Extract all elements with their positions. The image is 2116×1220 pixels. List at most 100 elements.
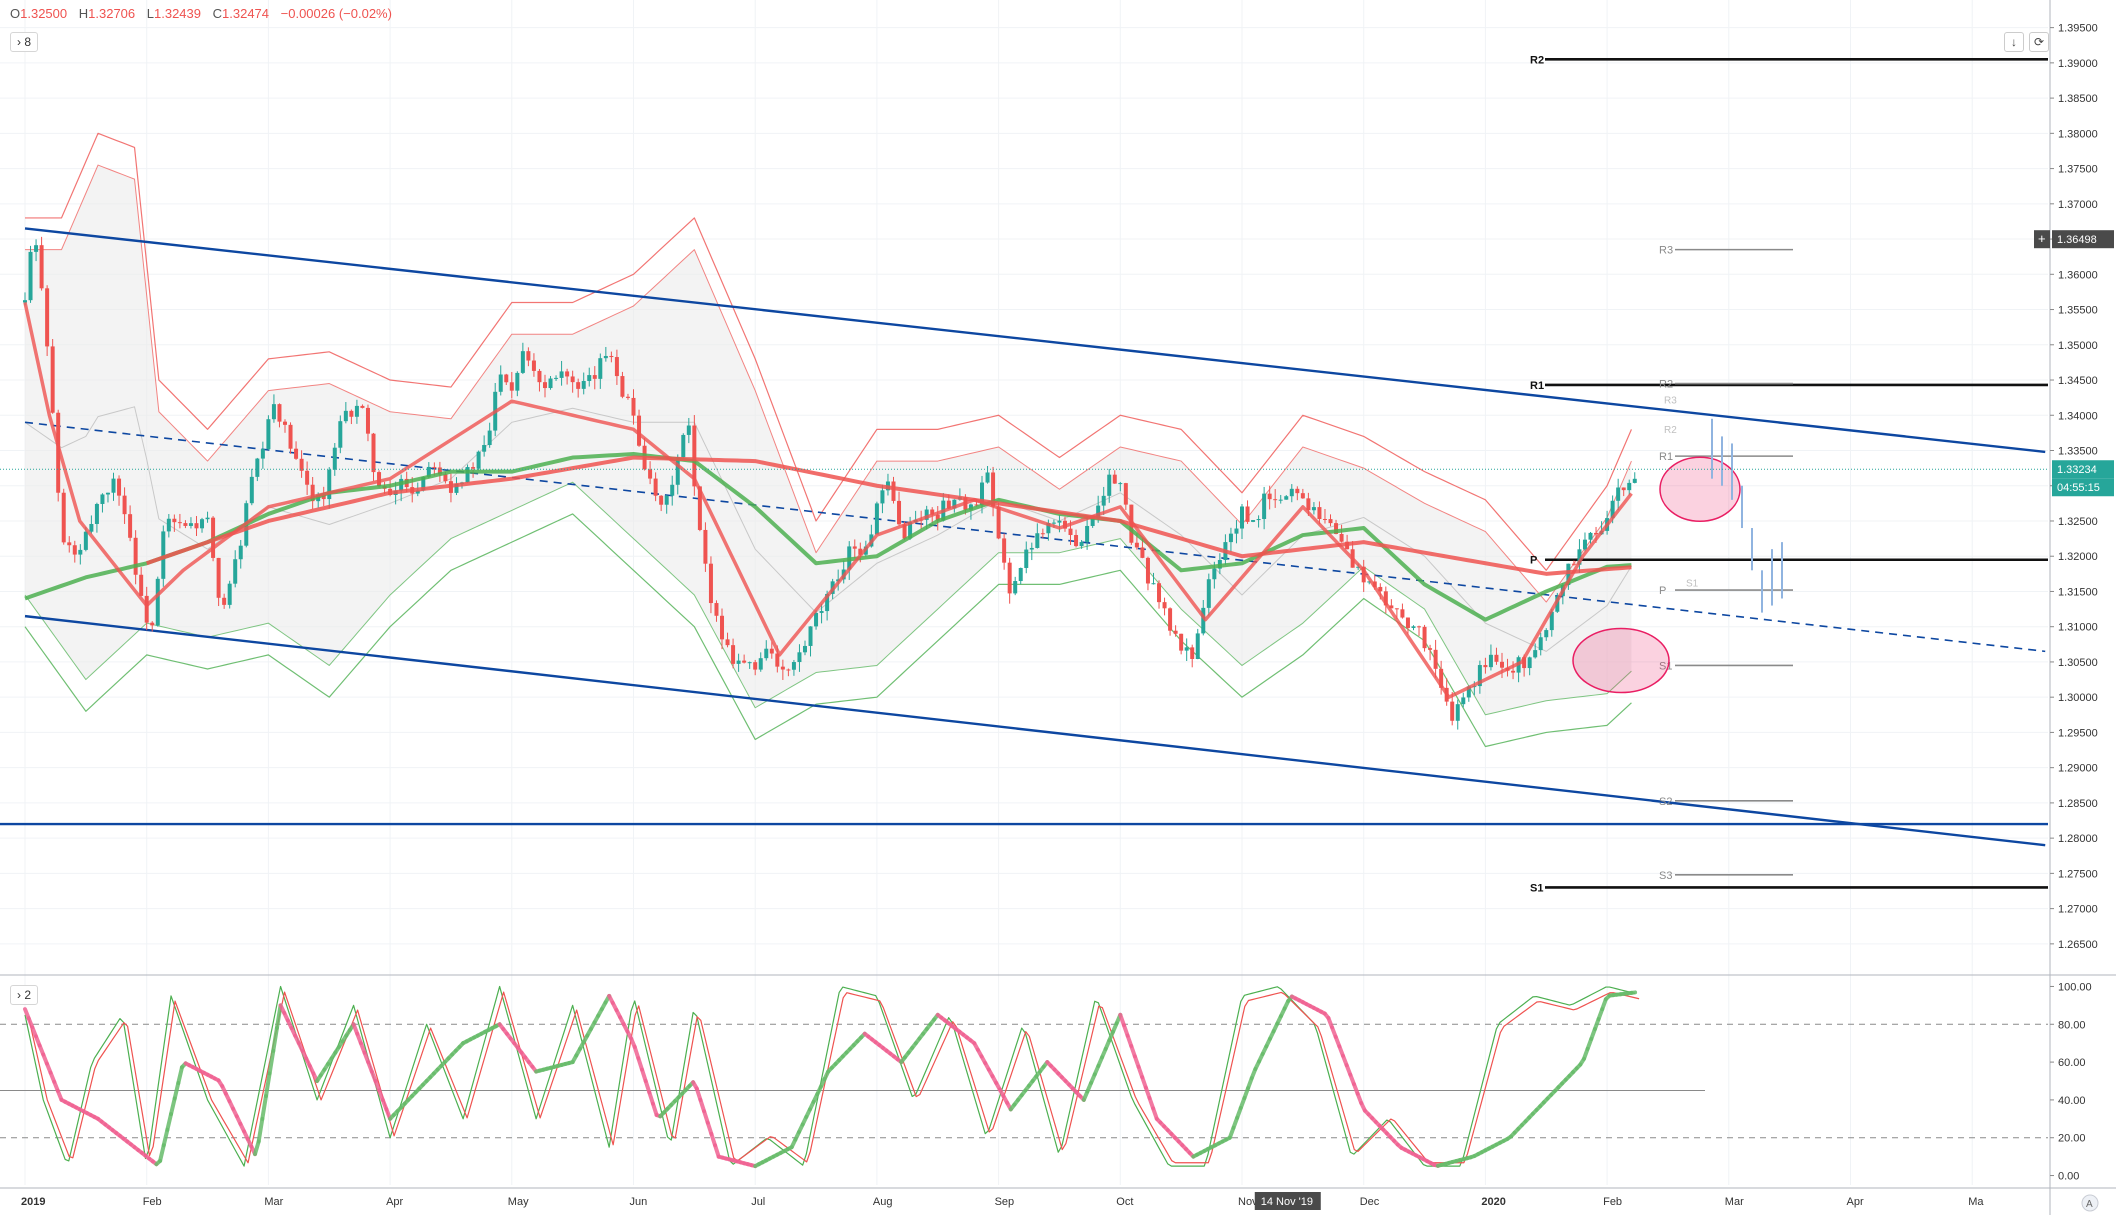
candle-body bbox=[1240, 506, 1244, 528]
highlight-circle-low[interactable] bbox=[1573, 629, 1669, 693]
candle-body bbox=[803, 646, 807, 652]
low-value: 1.32439 bbox=[154, 6, 201, 21]
price-axis-label: 1.38500 bbox=[2058, 93, 2098, 105]
candle-body bbox=[222, 598, 226, 605]
candle-body bbox=[1340, 534, 1344, 542]
candle-body bbox=[1229, 534, 1233, 542]
candle-body bbox=[659, 496, 663, 505]
pivot-major-r1-label: R1 bbox=[1530, 380, 1544, 392]
candle-body bbox=[172, 519, 176, 522]
candle-body bbox=[620, 376, 624, 397]
arrow-down-icon[interactable]: ↓ bbox=[2004, 32, 2024, 52]
candle-body bbox=[289, 425, 293, 449]
candle-body bbox=[272, 404, 276, 419]
candle-body bbox=[250, 477, 254, 503]
time-axis-label: Ma bbox=[1968, 1196, 1984, 1208]
candle-body bbox=[189, 523, 193, 526]
pivot-major-s1-label: S1 bbox=[1530, 882, 1543, 894]
candle-body bbox=[150, 623, 154, 626]
candle-body bbox=[1262, 494, 1266, 519]
time-axis-label: Jul bbox=[751, 1196, 765, 1208]
candle-body bbox=[255, 459, 259, 477]
time-axis-label: 2019 bbox=[21, 1196, 45, 1208]
candle-body bbox=[1151, 583, 1155, 584]
candle-body bbox=[549, 379, 553, 389]
oscillator-count: 2 bbox=[24, 988, 31, 1002]
candle-body bbox=[432, 467, 436, 468]
candle-body bbox=[609, 356, 613, 357]
candle-body bbox=[709, 564, 713, 603]
candle-body bbox=[986, 472, 990, 482]
candle-body bbox=[1140, 547, 1144, 557]
candle-body bbox=[1008, 563, 1012, 594]
candle-body bbox=[67, 542, 71, 545]
time-axis-label: Sep bbox=[995, 1196, 1015, 1208]
candle-body bbox=[499, 375, 503, 392]
candle-body bbox=[532, 361, 536, 371]
candle-body bbox=[1417, 626, 1421, 627]
price-axis-label: 1.39500 bbox=[2058, 23, 2098, 35]
candle-body bbox=[349, 411, 353, 417]
time-axis-label: May bbox=[508, 1196, 529, 1208]
highlight-circle-high[interactable] bbox=[1660, 457, 1740, 521]
price-axis-label: 1.37500 bbox=[2058, 164, 2098, 176]
time-axis-label: Apr bbox=[1847, 1196, 1864, 1208]
candle-body bbox=[1124, 483, 1128, 505]
candle-body bbox=[521, 351, 525, 373]
candle-body bbox=[34, 245, 38, 252]
candle-body bbox=[703, 530, 707, 564]
candle-body bbox=[100, 494, 104, 504]
candle-body bbox=[632, 398, 636, 416]
candle-body bbox=[1118, 483, 1122, 484]
candle-body bbox=[477, 452, 481, 469]
candle-body bbox=[1074, 535, 1078, 546]
time-axis-label: 2020 bbox=[1481, 1196, 1505, 1208]
chevron-right-icon: › bbox=[17, 35, 21, 49]
candle-body bbox=[443, 474, 447, 481]
pivot-minor-r3-label: R3 bbox=[1659, 245, 1673, 257]
candle-body bbox=[504, 375, 508, 383]
candle-body bbox=[1102, 496, 1106, 506]
time-axis-label: Dec bbox=[1360, 1196, 1380, 1208]
price-axis-label: 1.30000 bbox=[2058, 692, 2098, 704]
candle-body bbox=[1572, 564, 1576, 565]
candle-body bbox=[183, 523, 187, 526]
price-axis-label: 1.35000 bbox=[2058, 340, 2098, 352]
oscillator-toggle-button[interactable]: › 2 bbox=[10, 985, 38, 1005]
candle-body bbox=[123, 496, 127, 515]
candle-body bbox=[40, 245, 44, 288]
price-axis-label: 1.37000 bbox=[2058, 199, 2098, 211]
current-price-label: 1.33234 bbox=[2057, 464, 2097, 476]
price-axis-label: 1.36000 bbox=[2058, 269, 2098, 281]
candle-body bbox=[1627, 483, 1631, 490]
open-label: O bbox=[10, 6, 20, 21]
candle-body bbox=[1146, 558, 1150, 584]
candle-body bbox=[1622, 488, 1626, 491]
candle-body bbox=[1251, 520, 1255, 522]
price-axis-label: 1.27000 bbox=[2058, 904, 2098, 916]
candle-body bbox=[720, 616, 724, 640]
candle-body bbox=[372, 434, 376, 472]
candle-body bbox=[1317, 507, 1321, 519]
pivot-minor-r1-label: R1 bbox=[1659, 451, 1673, 463]
main-indicators-toggle-button[interactable]: › 8 bbox=[10, 32, 38, 52]
price-axis-label: 1.29500 bbox=[2058, 727, 2098, 739]
time-axis-label: Apr bbox=[386, 1196, 403, 1208]
candle-body bbox=[875, 503, 879, 534]
square-icon[interactable]: ⟳ bbox=[2029, 32, 2049, 52]
candle-body bbox=[759, 658, 763, 669]
candle-body bbox=[266, 419, 270, 449]
pivot-small-r2-label: R2 bbox=[1664, 425, 1677, 436]
candle-body bbox=[1107, 475, 1111, 496]
candle-body bbox=[200, 519, 204, 528]
candle-body bbox=[770, 649, 774, 654]
candle-body bbox=[194, 523, 198, 528]
candle-body bbox=[792, 662, 796, 670]
pivot-minor-r2-label: R2 bbox=[1659, 379, 1673, 391]
logo-glyph: A bbox=[2086, 1199, 2093, 1210]
candle-body bbox=[1234, 529, 1238, 534]
crosshair-date-label: 14 Nov '19 bbox=[1261, 1196, 1313, 1208]
candle-body bbox=[1002, 538, 1006, 562]
